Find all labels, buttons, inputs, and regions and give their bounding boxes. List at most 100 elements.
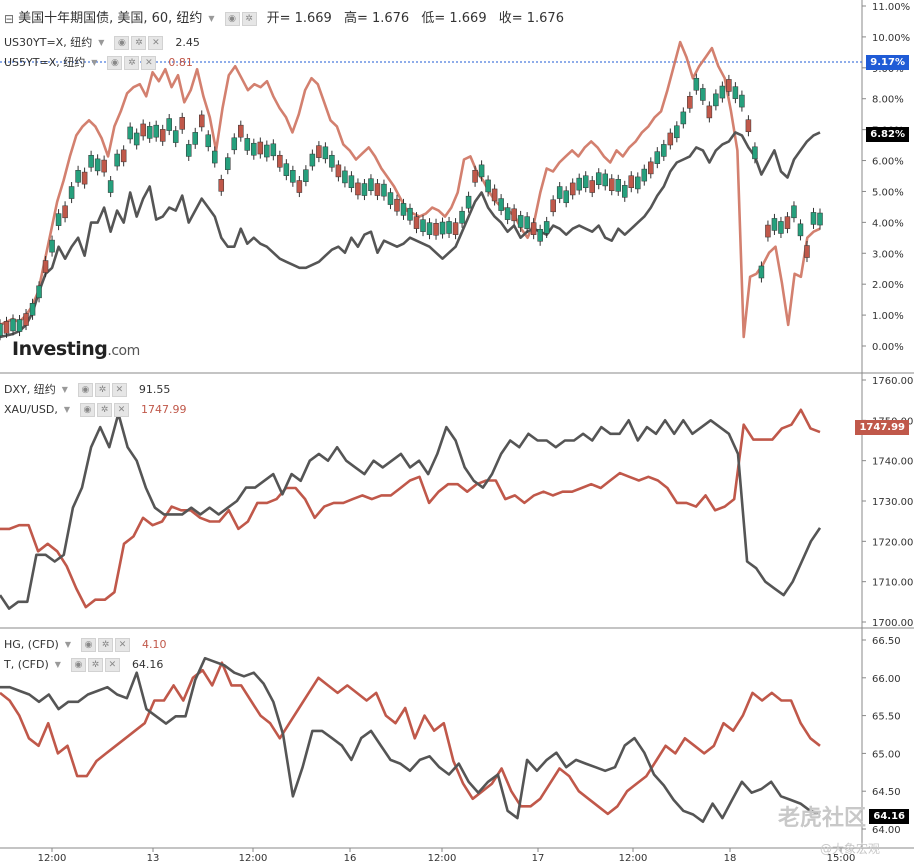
investing-logo: Investing.com <box>12 338 140 360</box>
close-icon[interactable]: ✕ <box>104 658 120 672</box>
legend-dxy[interactable]: DXY, 纽约 ▼ ◉ ✲ ✕ 91.55 <box>4 383 170 397</box>
y-tick-label: 1700.00 <box>872 618 913 629</box>
candle-body <box>185 144 192 157</box>
candle-body <box>159 129 166 142</box>
candle-body <box>674 125 680 139</box>
chevron-down-icon[interactable]: ▼ <box>98 38 105 47</box>
candle-body <box>16 319 23 332</box>
candle-body <box>231 137 238 151</box>
eye-icon[interactable]: ◉ <box>107 56 123 70</box>
candle-body <box>778 221 784 234</box>
candle-body <box>732 86 739 99</box>
candle-body <box>595 172 602 185</box>
chevron-down-icon[interactable]: ▼ <box>61 385 68 394</box>
y-tick-label: 66.00 <box>872 674 901 685</box>
gear-icon[interactable]: ✲ <box>96 403 112 417</box>
candle-body <box>172 130 179 143</box>
watermark: 老虎社区 <box>778 806 867 831</box>
close-icon[interactable]: ✕ <box>111 383 127 397</box>
legend-us5[interactable]: US5YT=X, 纽约 ▼ ◉ ✲ ✕ 0.81 <box>4 56 193 70</box>
collapse-icon[interactable]: ⊟ <box>4 12 15 26</box>
candle-body <box>726 79 732 92</box>
y-tick-label: 3.00% <box>872 249 904 260</box>
y-tick-label: 8.00% <box>872 95 904 106</box>
candle-body <box>433 222 439 236</box>
eye-icon[interactable]: ◉ <box>70 658 86 672</box>
candle-body <box>693 77 700 91</box>
candle-body <box>810 212 817 225</box>
candle-body <box>556 186 563 199</box>
candle-body <box>309 153 316 167</box>
legend-us30-value: 2.45 <box>175 36 200 49</box>
candle-body <box>797 223 804 237</box>
series-line-xau <box>0 408 821 609</box>
y-tick-label: 1760.00 <box>872 376 913 387</box>
candle-body <box>439 221 446 235</box>
candle-body <box>680 111 687 125</box>
close-icon[interactable]: ✕ <box>115 638 131 652</box>
legend-hg[interactable]: HG, (CFD) ▼ ◉ ✲ ✕ 4.10 <box>4 638 167 652</box>
candle-body <box>140 123 146 137</box>
chevron-down-icon[interactable]: ▼ <box>54 660 61 669</box>
gear-icon[interactable]: ✲ <box>131 36 147 50</box>
y-tick-label: 1740.00 <box>872 457 913 468</box>
candle-body <box>238 124 244 138</box>
close-icon[interactable]: ✕ <box>113 403 129 417</box>
candle-body <box>62 205 68 219</box>
legend-us30-label: US30YT=X, 纽约 <box>4 36 93 49</box>
candle-body <box>654 151 661 164</box>
legend-t[interactable]: T, (CFD) ▼ ◉ ✲ ✕ 64.16 <box>4 658 163 672</box>
candle-body <box>244 138 251 151</box>
y-tick-label: 65.00 <box>872 749 901 760</box>
gear-icon[interactable]: ✲ <box>241 12 257 26</box>
eye-icon[interactable]: ◉ <box>114 36 130 50</box>
chevron-down-icon[interactable]: ▼ <box>63 405 70 414</box>
candle-body <box>374 183 381 196</box>
chevron-down-icon[interactable]: ▼ <box>91 58 98 67</box>
chevron-down-icon[interactable]: ▼ <box>208 14 215 23</box>
candle-body <box>765 224 771 238</box>
gear-icon[interactable]: ✲ <box>98 638 114 652</box>
x-tick-label: 18 <box>724 853 737 864</box>
candle-body <box>153 124 159 138</box>
candle-body <box>758 265 765 279</box>
candle-body <box>55 213 62 226</box>
candle-body <box>264 144 270 158</box>
candle-body <box>335 164 342 178</box>
candle-body <box>88 154 94 168</box>
eye-icon[interactable]: ◉ <box>79 403 95 417</box>
candle-body <box>42 260 49 273</box>
candle-body <box>322 146 329 160</box>
gear-icon[interactable]: ✲ <box>94 383 110 397</box>
ohlc-values: 开= 1.669 高= 1.676 低= 1.669 收= 1.676 <box>267 12 572 26</box>
candle-body <box>407 207 413 221</box>
candle-body <box>218 179 225 192</box>
candle-body <box>3 321 10 334</box>
eye-icon[interactable]: ◉ <box>81 638 97 652</box>
y-tick-label: 65.50 <box>872 712 901 723</box>
watermark-sub: @大象宏观 <box>820 842 881 856</box>
x-tick-label: 12:00 <box>38 853 67 864</box>
high-value: 高= 1.676 <box>343 11 410 26</box>
close-icon[interactable]: ✕ <box>148 36 164 50</box>
y-tick-label: 1.00% <box>872 311 904 322</box>
chevron-down-icon[interactable]: ▼ <box>64 640 72 649</box>
price-tag-blue: 9.17% <box>866 55 909 70</box>
y-tick-label: 11.00% <box>872 2 910 13</box>
candle-body <box>361 183 368 196</box>
legend-xau[interactable]: XAU/USD, ▼ ◉ ✲ ✕ 1747.99 <box>4 403 186 417</box>
close-icon[interactable]: ✕ <box>141 56 157 70</box>
gear-icon[interactable]: ✲ <box>124 56 140 70</box>
x-tick-label: 12:00 <box>619 853 648 864</box>
series-line-dxy <box>0 412 822 610</box>
legend-us30[interactable]: US30YT=X, 纽约 ▼ ◉ ✲ ✕ 2.45 <box>4 36 200 50</box>
gear-icon[interactable]: ✲ <box>87 658 103 672</box>
candle-body <box>10 318 16 332</box>
eye-icon[interactable]: ◉ <box>224 12 240 26</box>
candle-body <box>817 212 823 226</box>
candle-body <box>225 157 231 170</box>
eye-icon[interactable]: ◉ <box>77 383 93 397</box>
y-tick-label: 10.00% <box>872 33 910 44</box>
candle-body <box>478 164 485 178</box>
